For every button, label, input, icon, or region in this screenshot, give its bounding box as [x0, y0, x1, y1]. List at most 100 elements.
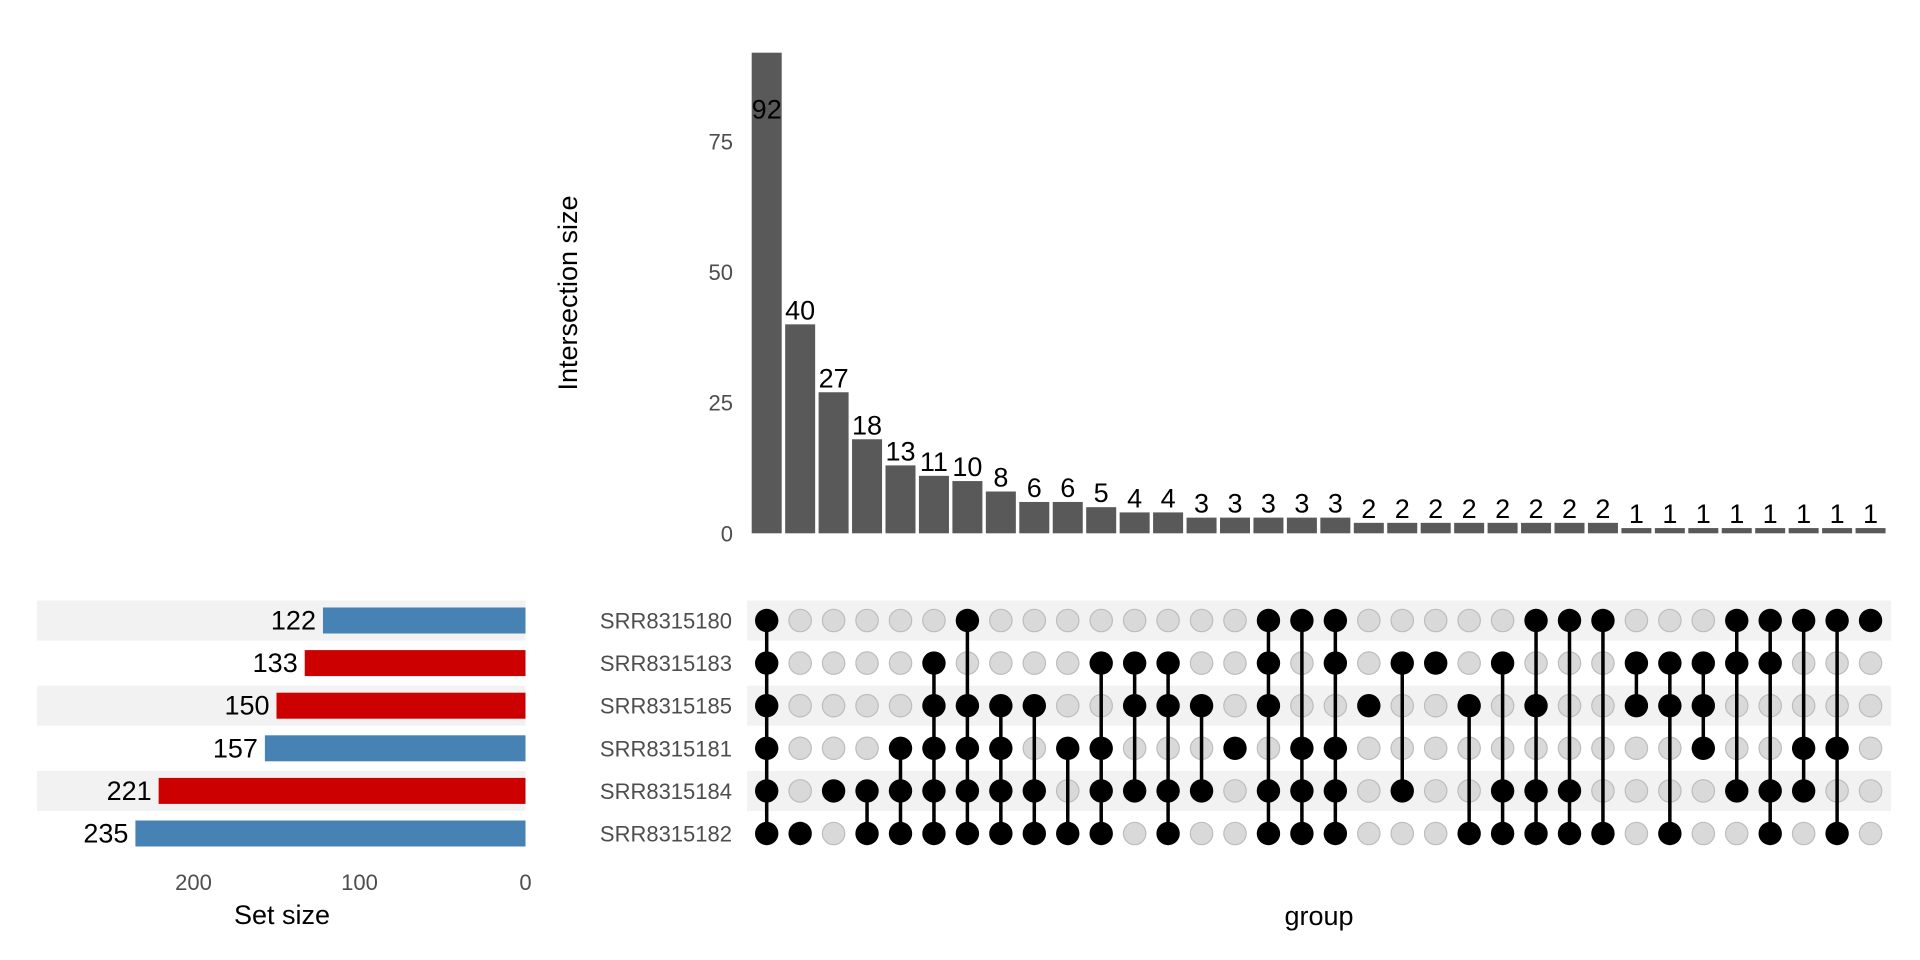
matrix-dot-active [1290, 821, 1314, 846]
matrix-dot-inactive [1122, 821, 1147, 846]
intersection-bar-label: 3 [1261, 489, 1276, 519]
matrix-dot-active [1056, 736, 1080, 760]
intersection-bar-label: 3 [1328, 489, 1343, 519]
matrix-dot-inactive [1858, 736, 1883, 761]
matrix-dot-inactive [1691, 779, 1716, 803]
matrix-dot-inactive [788, 779, 812, 803]
matrix-dot-inactive [855, 693, 879, 718]
matrix-dot-inactive [1189, 651, 1214, 675]
matrix-dot-active [1591, 821, 1615, 846]
matrix-dot-active [1256, 694, 1281, 718]
intersection-bar [1822, 528, 1853, 534]
intersection-bar-label: 2 [1395, 494, 1410, 524]
matrix-dot-active [1323, 651, 1348, 675]
matrix-dot-active [1256, 821, 1281, 846]
intersection-bar [1153, 512, 1184, 534]
matrix-dot-inactive [1089, 608, 1113, 633]
matrix-dot-active [1156, 694, 1180, 718]
intersection-bar-label: 6 [1027, 473, 1042, 503]
matrix-dot-inactive [1055, 651, 1080, 675]
intersection-bar [1521, 522, 1552, 534]
matrix-dot-active [1758, 651, 1782, 675]
intersection-bar-label: 2 [1361, 494, 1376, 524]
intersection-bar-label: 13 [885, 436, 915, 466]
matrix-dot-active [1089, 821, 1113, 846]
intersection-bar-label: 2 [1529, 494, 1544, 524]
intersection-bar [952, 481, 983, 534]
intersection-bar [1086, 507, 1117, 534]
matrix-dot-active [1658, 821, 1682, 846]
matrix-dot-active [755, 651, 779, 675]
matrix-dot-inactive [888, 608, 913, 633]
matrix-dot-inactive [821, 693, 846, 718]
intersection-bar [1621, 528, 1652, 534]
matrix-dot-inactive [788, 651, 812, 675]
matrix-dot-inactive [1223, 821, 1247, 846]
intersection-bar-label: 5 [1094, 478, 1109, 508]
matrix-dot-active [989, 736, 1013, 760]
intersection-bar [751, 52, 782, 534]
matrix-dot-active [922, 779, 946, 803]
matrix-dot-active [1624, 694, 1649, 718]
matrix-dot-inactive [1858, 821, 1883, 846]
intersection-bar-label: 3 [1294, 489, 1309, 519]
intersection-bar [1554, 522, 1585, 534]
matrix-dot-active [1189, 779, 1214, 803]
matrix-dot-active [1256, 651, 1281, 675]
matrix-dot-active [1524, 821, 1548, 846]
set-size-bar [158, 777, 526, 804]
matrix-dot-active [1725, 651, 1749, 675]
matrix-dot-inactive [788, 608, 812, 633]
matrix-dot-active [922, 651, 946, 675]
intersection-bar-label: 6 [1060, 473, 1075, 503]
intersection-bar-label: 1 [1662, 499, 1677, 529]
matrix-dot-active [922, 736, 946, 760]
intersection-bar-label: 2 [1562, 494, 1577, 524]
matrix-dot-inactive [821, 821, 846, 846]
matrix-dot-inactive [788, 693, 812, 718]
matrix-dot-active [1524, 694, 1548, 718]
matrix-dot-active [755, 736, 779, 760]
matrix-dot-active [1725, 779, 1749, 803]
matrix-dot-active [1557, 779, 1582, 803]
intersection-bar [1454, 522, 1485, 534]
matrix-dot-inactive [1156, 608, 1180, 633]
matrix-dot-inactive [1022, 651, 1047, 675]
matrix-dot-active [1524, 779, 1548, 803]
matrix-dot-inactive [1223, 693, 1247, 718]
matrix-dot-active [1156, 779, 1180, 803]
set-size-bars [135, 607, 526, 847]
matrix-dot-active [821, 779, 846, 803]
set-size-bar-label: 122 [271, 606, 316, 636]
matrix-dot-inactive [1357, 608, 1381, 633]
matrix-dot-active [755, 779, 779, 803]
set-size-x-axis-title: Set size [234, 900, 330, 930]
intersection-bar [1253, 517, 1284, 534]
matrix-dot-active [1591, 608, 1615, 633]
matrix-dot-inactive [989, 608, 1013, 633]
matrix-dot-inactive [1357, 651, 1381, 675]
matrix-dot-inactive [1457, 651, 1481, 675]
matrix-dot-active [1056, 821, 1080, 846]
matrix-dot-active [1089, 736, 1113, 760]
matrix-dot-inactive [1624, 736, 1649, 761]
intersection-bar [1755, 528, 1786, 534]
set-size-bar-label: 221 [107, 776, 152, 806]
matrix-dot-inactive [1055, 608, 1080, 633]
matrix-dot-active [1390, 779, 1414, 803]
matrix-dot-active [1490, 779, 1515, 803]
matrix-dot-inactive [821, 651, 846, 675]
intersection-bar-label: 1 [1696, 499, 1711, 529]
matrix-dot-active [1457, 821, 1481, 846]
matrix-dot-active [1156, 651, 1180, 675]
matrix-dot-active [1758, 779, 1782, 803]
set-size-bar [264, 735, 526, 762]
matrix-dot-active [955, 736, 980, 760]
intersection-y-axis: 0 25 50 75 [709, 130, 733, 547]
matrix-dot-active [1825, 608, 1849, 633]
matrix-dot-inactive [1691, 608, 1716, 633]
matrix-dot-inactive [855, 651, 879, 675]
matrix-dot-inactive [1390, 608, 1415, 633]
matrix-dot-active [1323, 736, 1348, 760]
matrix-dot-active [1557, 821, 1582, 846]
